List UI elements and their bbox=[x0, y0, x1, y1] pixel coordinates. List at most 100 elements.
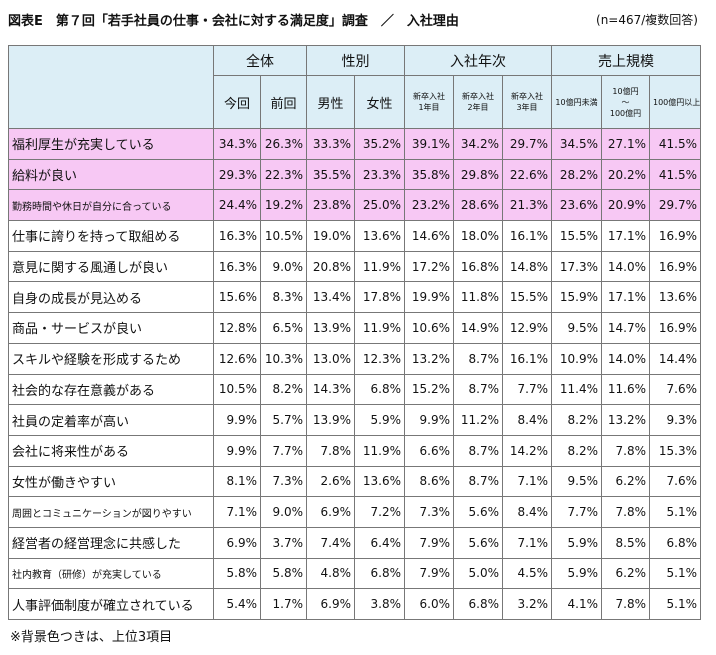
value-cell: 13.4% bbox=[306, 281, 355, 314]
value-cell: 11.9% bbox=[354, 250, 405, 283]
column-header: 今回 bbox=[213, 75, 261, 129]
value-cell: 9.9% bbox=[213, 434, 261, 467]
value-cell: 9.5% bbox=[551, 312, 602, 344]
value-cell: 4.5% bbox=[502, 557, 552, 590]
value-cell: 20.9% bbox=[601, 189, 650, 222]
value-cell: 11.4% bbox=[551, 373, 602, 406]
value-cell: 14.6% bbox=[404, 220, 454, 252]
value-cell: 26.3% bbox=[260, 128, 307, 160]
corner-cell bbox=[8, 45, 214, 129]
data-row: 商品・サービスが良い 12.8% 6.5% 13.9% 11.9% 10.6% 14.9% 1… bbox=[8, 312, 701, 344]
value-cell: 5.1% bbox=[649, 557, 701, 590]
value-cell: 13.0% bbox=[306, 342, 355, 375]
value-cell: 39.1% bbox=[404, 128, 454, 160]
value-cell: 29.7% bbox=[649, 189, 701, 222]
value-cell: 6.2% bbox=[601, 465, 650, 498]
table: 全体 性別 入社年次 売上規模 今回 前回 男性 女性 新卒入社 1年目 新卒入社 2年目 新卒入社 3年… bbox=[8, 45, 701, 620]
value-cell: 17.1% bbox=[601, 220, 650, 252]
data-row: 自身の成長が見込める 15.6% 8.3% 13.4% 17.8% 19.9% 11.8% 1… bbox=[8, 281, 701, 314]
value-cell: 13.9% bbox=[306, 312, 355, 344]
value-cell: 15.5% bbox=[502, 281, 552, 314]
value-cell: 5.9% bbox=[354, 404, 405, 436]
value-cell: 7.6% bbox=[649, 465, 701, 498]
column-header: 前回 bbox=[260, 75, 307, 129]
value-cell: 5.1% bbox=[649, 496, 701, 528]
value-cell: 7.1% bbox=[502, 526, 552, 559]
row-label: 福利厚生が充実している bbox=[8, 128, 214, 160]
value-cell: 9.9% bbox=[213, 404, 261, 436]
value-cell: 14.4% bbox=[649, 342, 701, 375]
value-cell: 7.7% bbox=[502, 373, 552, 406]
value-cell: 6.8% bbox=[649, 526, 701, 559]
value-cell: 28.6% bbox=[453, 189, 503, 222]
value-cell: 16.3% bbox=[213, 220, 261, 252]
column-header: 新卒入社 2年目 bbox=[453, 75, 503, 129]
data-row: 経営者の経営理念に共感した 6.9% 3.7% 7.4% 6.4% 7.9% 5.6% 7.1… bbox=[8, 526, 701, 559]
value-cell: 7.3% bbox=[404, 496, 454, 528]
value-cell: 35.8% bbox=[404, 158, 454, 191]
value-cell: 34.3% bbox=[213, 128, 261, 160]
value-cell: 14.0% bbox=[601, 250, 650, 283]
column-header: 10億円～ 100億円 bbox=[601, 75, 650, 129]
value-cell: 16.1% bbox=[502, 220, 552, 252]
value-cell: 5.7% bbox=[260, 404, 307, 436]
value-cell: 7.8% bbox=[306, 434, 355, 467]
value-cell: 5.0% bbox=[453, 557, 503, 590]
value-cell: 6.4% bbox=[354, 526, 405, 559]
data-row: 社内教育（研修）が充実している 5.8% 5.8% 4.8% 6.8% 7.9% 5.0% 4… bbox=[8, 557, 701, 590]
data-row: スキルや経験を形成するため 12.6% 10.3% 13.0% 12.3% 13.2% 8.… bbox=[8, 342, 701, 375]
value-cell: 12.8% bbox=[213, 312, 261, 344]
value-cell: 14.8% bbox=[502, 250, 552, 283]
column-header-line: 100億円 bbox=[609, 108, 642, 118]
value-cell: 9.9% bbox=[404, 404, 454, 436]
value-cell: 17.2% bbox=[404, 250, 454, 283]
value-cell: 11.6% bbox=[601, 373, 650, 406]
column-header: 男性 bbox=[306, 75, 355, 129]
row-label: スキルや経験を形成するため bbox=[8, 342, 214, 375]
value-cell: 41.5% bbox=[649, 158, 701, 191]
row-label: 女性が働きやすい bbox=[8, 465, 214, 498]
value-cell: 11.2% bbox=[453, 404, 503, 436]
value-cell: 7.8% bbox=[601, 588, 650, 620]
value-cell: 12.3% bbox=[354, 342, 405, 375]
column-header-line: 男性 bbox=[317, 96, 344, 112]
group-header: 全体 bbox=[213, 45, 307, 76]
footnote: ※背景色つきは、上位3項目 bbox=[10, 630, 173, 645]
data-row: 女性が働きやすい 8.1% 7.3% 2.6% 13.6% 8.6% 8.7% 7.1% 9.5… bbox=[8, 465, 701, 498]
value-cell: 5.6% bbox=[453, 526, 503, 559]
group-header: 入社年次 bbox=[404, 45, 552, 76]
value-cell: 35.5% bbox=[306, 158, 355, 191]
value-cell: 5.1% bbox=[649, 588, 701, 620]
value-cell: 16.3% bbox=[213, 250, 261, 283]
value-cell: 6.0% bbox=[404, 588, 454, 620]
value-cell: 15.5% bbox=[551, 220, 602, 252]
value-cell: 11.9% bbox=[354, 312, 405, 344]
value-cell: 8.7% bbox=[453, 465, 503, 498]
value-cell: 7.4% bbox=[306, 526, 355, 559]
value-cell: 10.3% bbox=[260, 342, 307, 375]
value-cell: 8.5% bbox=[601, 526, 650, 559]
value-cell: 8.3% bbox=[260, 281, 307, 314]
value-cell: 13.2% bbox=[601, 404, 650, 436]
row-label: 人事評価制度が確立されている bbox=[8, 588, 214, 620]
value-cell: 9.0% bbox=[260, 496, 307, 528]
value-cell: 15.6% bbox=[213, 281, 261, 314]
row-label: 仕事に誇りを持って取組める bbox=[8, 220, 214, 252]
value-cell: 6.9% bbox=[306, 496, 355, 528]
value-cell: 7.1% bbox=[213, 496, 261, 528]
value-cell: 3.7% bbox=[260, 526, 307, 559]
value-cell: 34.2% bbox=[453, 128, 503, 160]
column-header: 女性 bbox=[354, 75, 405, 129]
value-cell: 7.8% bbox=[601, 434, 650, 467]
data-row: 給料が良い 29.3% 22.3% 35.5% 23.3% 35.8% 29.8% 22.6%… bbox=[8, 158, 701, 191]
value-cell: 10.5% bbox=[213, 373, 261, 406]
value-cell: 16.9% bbox=[649, 220, 701, 252]
column-header-line: 2年目 bbox=[467, 103, 489, 112]
value-cell: 7.6% bbox=[649, 373, 701, 406]
value-cell: 23.3% bbox=[354, 158, 405, 191]
row-label: 社員の定着率が高い bbox=[8, 404, 214, 436]
value-cell: 5.6% bbox=[453, 496, 503, 528]
value-cell: 41.5% bbox=[649, 128, 701, 160]
value-cell: 7.2% bbox=[354, 496, 405, 528]
